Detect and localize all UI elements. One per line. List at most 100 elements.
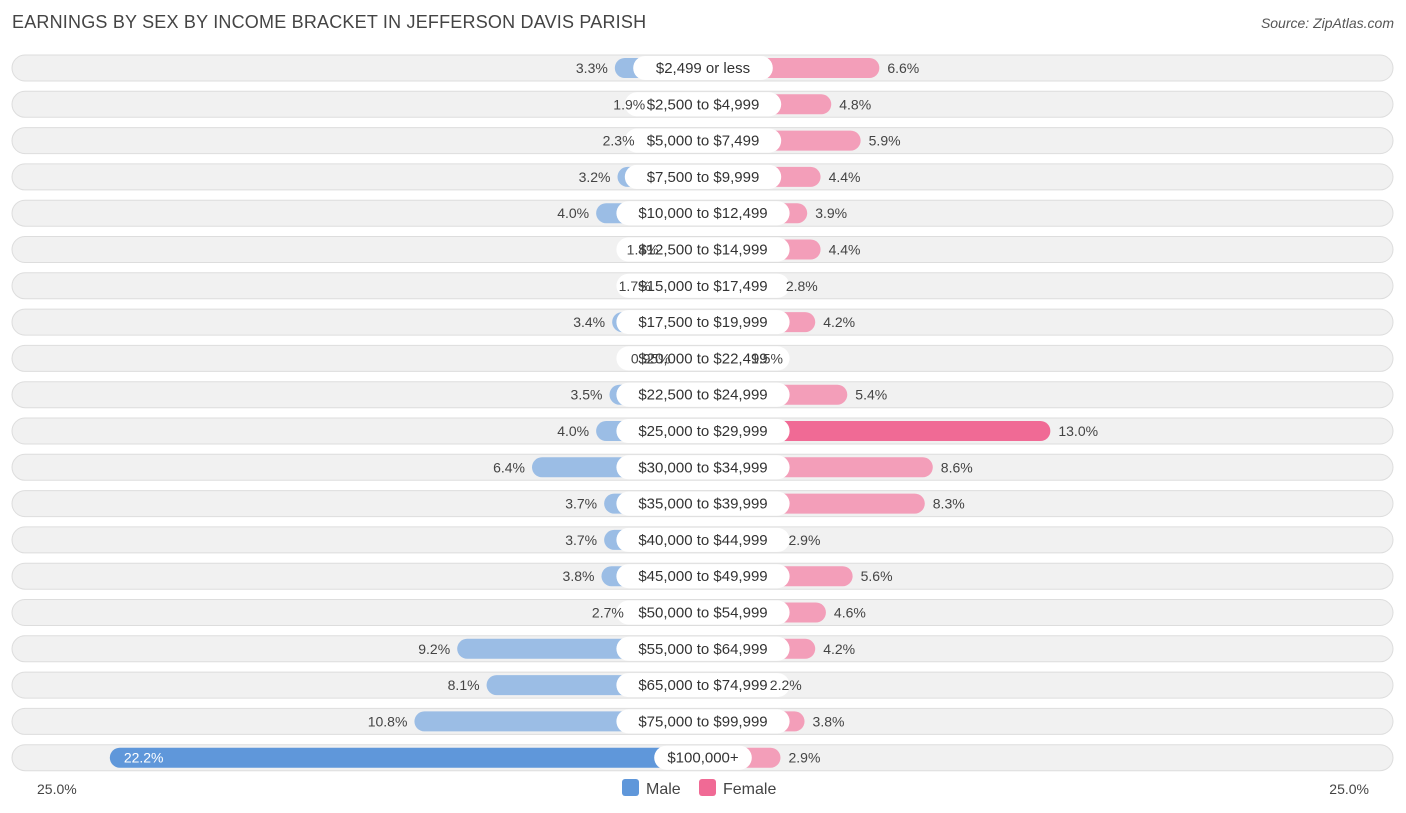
category-label: $2,499 or less [656, 60, 750, 77]
category-label: $7,500 to $9,999 [647, 169, 760, 186]
category-label-bg [624, 128, 782, 153]
category-label-bg [616, 201, 790, 226]
category-label: $2,500 to $4,999 [647, 96, 760, 113]
chart-row: $40,000 to $44,999 3.7% 2.9% [11, 526, 1394, 554]
category-label: $55,000 to $64,999 [638, 641, 767, 658]
chart-row: $75,000 to $99,999 10.8% 3.8% [11, 707, 1394, 735]
category-label-bg [633, 56, 773, 80]
female-value-label: 5.6% [861, 568, 893, 584]
male-value-label: 0.95% [631, 350, 671, 366]
female-value-label: 2.2% [770, 677, 802, 693]
male-value-label: 3.7% [565, 496, 597, 512]
category-label: $25,000 to $29,999 [638, 423, 767, 440]
chart-row: $5,000 to $7,499 2.3% 5.9% [11, 127, 1394, 155]
legend-female-swatch [699, 779, 716, 796]
legend-male-label: Male [646, 781, 681, 798]
category-label-bg [616, 600, 790, 625]
category-label-bg [616, 419, 790, 443]
category-label-bg [616, 346, 790, 371]
category-label: $35,000 to $39,999 [638, 496, 767, 513]
category-label: $75,000 to $99,999 [638, 713, 767, 730]
category-label-bg [616, 673, 790, 698]
female-value-label: 3.9% [815, 205, 847, 221]
category-label: $10,000 to $12,499 [638, 205, 767, 222]
chart-row: $35,000 to $39,999 3.7% 8.3% [11, 490, 1394, 518]
male-value-label: 4.0% [557, 423, 589, 439]
category-label: $22,500 to $24,999 [638, 387, 767, 404]
chart-row: $22,500 to $24,999 3.5% 5.4% [11, 381, 1394, 409]
female-value-label: 8.6% [941, 459, 973, 475]
chart-row: $100,000+ 22.2% 2.9% [11, 744, 1394, 772]
legend-female-label: Female [723, 781, 776, 798]
male-value-label: 3.2% [579, 169, 611, 185]
category-label: $40,000 to $44,999 [638, 532, 767, 549]
male-value-label: 4.0% [557, 205, 589, 221]
chart-row: $7,500 to $9,999 3.2% 4.4% [11, 163, 1394, 191]
axis-label-left: 25.0% [37, 781, 77, 797]
female-bar [703, 421, 1051, 441]
category-label-bg [624, 92, 782, 117]
male-value-label: 8.1% [448, 677, 480, 693]
category-label: $65,000 to $74,999 [638, 677, 767, 694]
category-label: $15,000 to $17,499 [638, 278, 767, 295]
chart-row: $30,000 to $34,999 6.4% 8.6% [11, 453, 1394, 481]
category-label: $12,500 to $14,999 [638, 242, 767, 259]
female-value-label: 2.9% [788, 532, 820, 548]
legend-male-swatch [622, 779, 639, 796]
category-label-bg [616, 310, 790, 335]
male-value-label: 3.8% [563, 568, 595, 584]
category-label: $17,500 to $19,999 [638, 314, 767, 331]
category-label-bg [616, 455, 790, 480]
female-value-label: 2.9% [788, 750, 820, 766]
female-value-label: 4.8% [839, 96, 871, 112]
male-value-label: 1.4% [627, 242, 659, 258]
chart-source: Source: ZipAtlas.com [1260, 15, 1394, 31]
female-value-label: 13.0% [1058, 423, 1098, 439]
male-value-label: 6.4% [493, 459, 525, 475]
category-label: $50,000 to $54,999 [638, 605, 767, 622]
category-label-bg [616, 273, 790, 298]
male-value-label: 2.7% [592, 605, 624, 621]
female-value-label: 5.4% [855, 387, 887, 403]
chart-row: $17,500 to $19,999 3.4% 4.2% [11, 308, 1394, 336]
category-label: $30,000 to $34,999 [638, 459, 767, 476]
axis-label-right: 25.0% [1329, 781, 1369, 797]
category-label-bg [616, 709, 790, 734]
female-value-label: 8.3% [933, 496, 965, 512]
female-value-label: 4.6% [834, 605, 866, 621]
female-value-label: 4.2% [823, 641, 855, 657]
chart-row: $25,000 to $29,999 4.0% 13.0% [11, 417, 1394, 445]
male-value-label: 3.5% [571, 387, 603, 403]
chart-title: EARNINGS BY SEX BY INCOME BRACKET IN JEF… [12, 12, 647, 32]
chart-row: $55,000 to $64,999 9.2% 4.2% [11, 635, 1394, 663]
male-bar [109, 747, 704, 768]
category-label: $5,000 to $7,499 [647, 133, 760, 150]
chart-row: $65,000 to $74,999 8.1% 2.2% [11, 671, 1394, 699]
male-value-label: 3.3% [576, 60, 608, 76]
female-value-label: 1.5% [751, 350, 783, 366]
female-value-label: 4.2% [823, 314, 855, 330]
male-value-label: 3.4% [573, 314, 605, 330]
category-label-bg [654, 745, 752, 770]
male-value-label: 22.2% [124, 750, 164, 766]
male-value-label: 10.8% [368, 713, 408, 729]
male-value-label: 1.9% [613, 96, 645, 112]
category-label: $100,000+ [667, 750, 739, 767]
female-value-label: 2.8% [786, 278, 818, 294]
male-value-label: 3.7% [565, 532, 597, 548]
category-label-bg [616, 527, 790, 552]
female-value-label: 5.9% [869, 133, 901, 149]
category-label-bg [624, 164, 782, 189]
chart-row: $50,000 to $54,999 2.7% 4.6% [11, 599, 1394, 626]
chart-row: $2,499 or less 3.3% 6.6% [11, 54, 1394, 82]
category-label-bg [616, 491, 790, 516]
category-label-bg [616, 237, 790, 262]
legend: Male Female [622, 779, 776, 798]
category-label: $20,000 to $22,499 [638, 350, 767, 367]
female-value-label: 4.4% [829, 169, 861, 185]
male-value-label: 2.3% [603, 133, 635, 149]
category-label-bg [616, 636, 790, 661]
